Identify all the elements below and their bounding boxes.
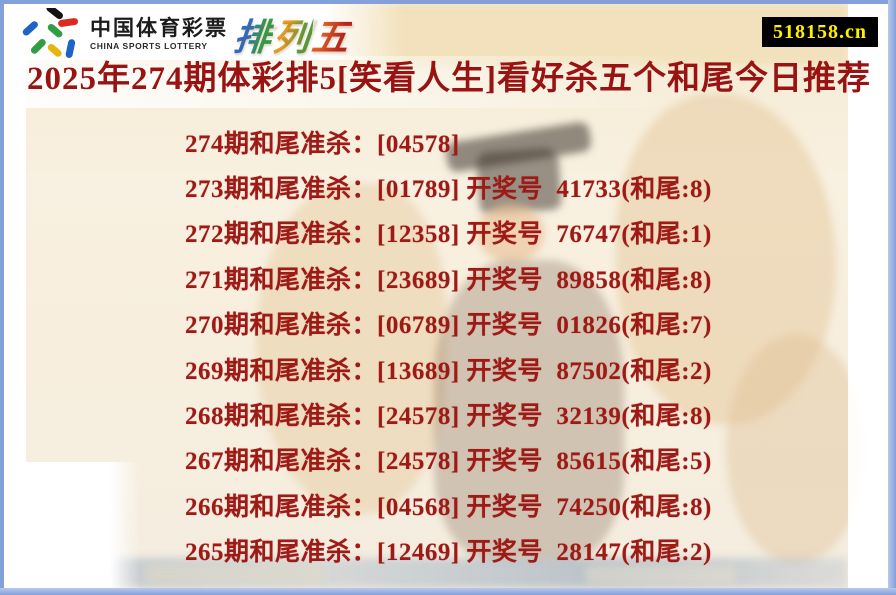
prediction-text: 267期和尾准杀：[24578] 开奖号 85615(和尾:5) bbox=[185, 448, 712, 476]
prediction-text: 269期和尾准杀：[13689] 开奖号 87502(和尾:2) bbox=[185, 357, 712, 385]
white-corner-bottom-left bbox=[4, 462, 140, 588]
artwork-figure-robe bbox=[434, 260, 624, 560]
prediction-row: 269期和尾准杀：[13689] 开奖号 87502(和尾:2) bbox=[185, 346, 875, 391]
prediction-text: 265期和尾准杀：[12469] 开奖号 28147(和尾:2) bbox=[185, 539, 712, 567]
artwork-tan-blob-right2 bbox=[726, 334, 866, 564]
prediction-text: 270期和尾准杀：[06789] 开奖号 01826(和尾:7) bbox=[185, 312, 712, 340]
prediction-text: 266期和尾准杀：[04568] 开奖号 74250(和尾:8) bbox=[185, 493, 712, 521]
prediction-row: 267期和尾准杀：[24578] 开奖号 85615(和尾:5) bbox=[185, 437, 875, 482]
artwork-stone-patch bbox=[146, 564, 326, 584]
artwork-tan-blob-right bbox=[616, 94, 836, 424]
china-sports-lottery-icon bbox=[22, 8, 79, 58]
prediction-row: 265期和尾准杀：[12469] 开奖号 28147(和尾:2) bbox=[185, 528, 875, 573]
product-char-1: 排 bbox=[231, 17, 275, 58]
prediction-row: 272期和尾准杀：[12358] 开奖号 76747(和尾:1) bbox=[185, 210, 875, 255]
prediction-row: 268期和尾准杀：[24578] 开奖号 32139(和尾:8) bbox=[185, 391, 875, 436]
prediction-row: 270期和尾准杀：[06789] 开奖号 01826(和尾:7) bbox=[185, 301, 875, 346]
prediction-text: 268期和尾准杀：[24578] 开奖号 32139(和尾:8) bbox=[185, 403, 712, 431]
prediction-text: 274期和尾准杀：[04578] bbox=[185, 130, 460, 158]
page-border-left bbox=[0, 0, 4, 595]
page-border-bottom bbox=[0, 588, 896, 595]
prediction-row: 274期和尾准杀：[04578] bbox=[185, 119, 875, 164]
prediction-row: 271期和尾准杀：[23689] 开奖号 89858(和尾:8) bbox=[185, 255, 875, 300]
prediction-text: 273期和尾准杀：[01789] 开奖号 41733(和尾:8) bbox=[185, 176, 712, 204]
brand-name-english: CHINA SPORTS LOTTERY bbox=[90, 40, 208, 51]
predictions-list: 274期和尾准杀：[04578] 273期和尾准杀：[01789] 开奖号 41… bbox=[185, 119, 875, 573]
product-char-3: 五 bbox=[309, 17, 353, 58]
artwork-figure-face bbox=[478, 204, 544, 262]
prediction-text: 271期和尾准杀：[23689] 开奖号 89858(和尾:8) bbox=[185, 266, 712, 294]
prediction-row: 266期和尾准杀：[04568] 开奖号 74250(和尾:8) bbox=[185, 482, 875, 527]
page-border-right bbox=[888, 0, 896, 595]
product-char-2: 列 bbox=[270, 17, 314, 58]
page-title: 2025年274期体彩排5[笑看人生]看好杀五个和尾今日推荐 bbox=[27, 61, 871, 97]
title-band-background bbox=[4, 56, 887, 108]
header: 中国体育彩票 CHINA SPORTS LOTTERY 排列五 bbox=[20, 7, 354, 61]
brand-text: 中国体育彩票 CHINA SPORTS LOTTERY bbox=[90, 17, 228, 52]
product-logo-pailiewu: 排列五 bbox=[231, 7, 354, 61]
prediction-text: 272期和尾准杀：[12358] 开奖号 76747(和尾:1) bbox=[185, 221, 712, 249]
page-border-top bbox=[0, 0, 896, 4]
brand-name-chinese: 中国体育彩票 bbox=[90, 16, 228, 40]
artwork-tan-blob-left bbox=[256, 184, 446, 514]
prediction-row: 273期和尾准杀：[01789] 开奖号 41733(和尾:8) bbox=[185, 164, 875, 209]
site-domain-badge: 518158.cn bbox=[762, 17, 878, 47]
artwork-stone-patch2 bbox=[586, 565, 736, 585]
